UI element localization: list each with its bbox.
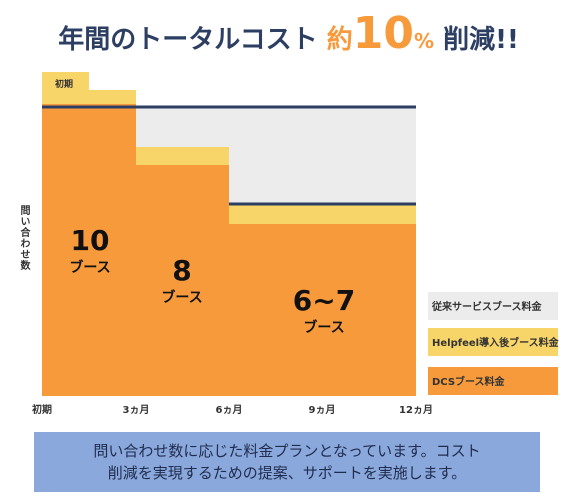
booth-unit-1: ブース bbox=[69, 259, 110, 276]
headline: 年間のトータルコスト 約10% 削減!! bbox=[0, 8, 577, 59]
y-axis-label: 問い合わせ数 bbox=[18, 205, 29, 271]
initial-label: 初期 bbox=[55, 78, 73, 90]
legend-helpfeel-swatch bbox=[428, 328, 558, 356]
legend-dcs-label: DCSブース料金 bbox=[432, 375, 506, 388]
headline-suffix: 削減!! bbox=[434, 25, 519, 55]
legend-dcs-swatch bbox=[428, 367, 558, 395]
x-tick-label: 3ヵ月 bbox=[123, 404, 150, 416]
booth-count-2: 8 bbox=[172, 254, 191, 287]
footer-line-2: 削減を実現するための提案、サポートを実施します。 bbox=[107, 464, 467, 482]
x-tick-label: 初期 bbox=[32, 403, 52, 416]
headline-percent: % bbox=[413, 29, 435, 53]
booth-unit-3: ブース bbox=[303, 319, 344, 336]
legend-traditional-swatch bbox=[428, 292, 558, 320]
x-tick-label: 9ヵ月 bbox=[309, 404, 336, 416]
x-tick-label: 12ヵ月 bbox=[399, 404, 433, 416]
booth-count-3: 6~7 bbox=[293, 284, 355, 317]
booth-count-1: 10 bbox=[71, 224, 110, 257]
legend-helpfeel-label: Helpfeel導入後ブース料金 bbox=[432, 336, 560, 349]
headline-accent-word: 約 bbox=[326, 25, 353, 55]
legend-traditional-label: 従来サービスブース料金 bbox=[431, 300, 542, 313]
footer-line-1: 問い合わせ数に応じた料金プランとなっています。コスト bbox=[93, 442, 481, 460]
x-tick-label: 6ヵ月 bbox=[216, 404, 243, 416]
headline-prefix: 年間のトータルコスト bbox=[58, 25, 327, 55]
booth-unit-2: ブース bbox=[161, 289, 202, 306]
headline-number: 10 bbox=[352, 8, 414, 59]
dcs-cost-area bbox=[42, 104, 416, 396]
footer-banner: 問い合わせ数に応じた料金プランとなっています。コスト 削減を実現するための提案、… bbox=[34, 432, 540, 492]
